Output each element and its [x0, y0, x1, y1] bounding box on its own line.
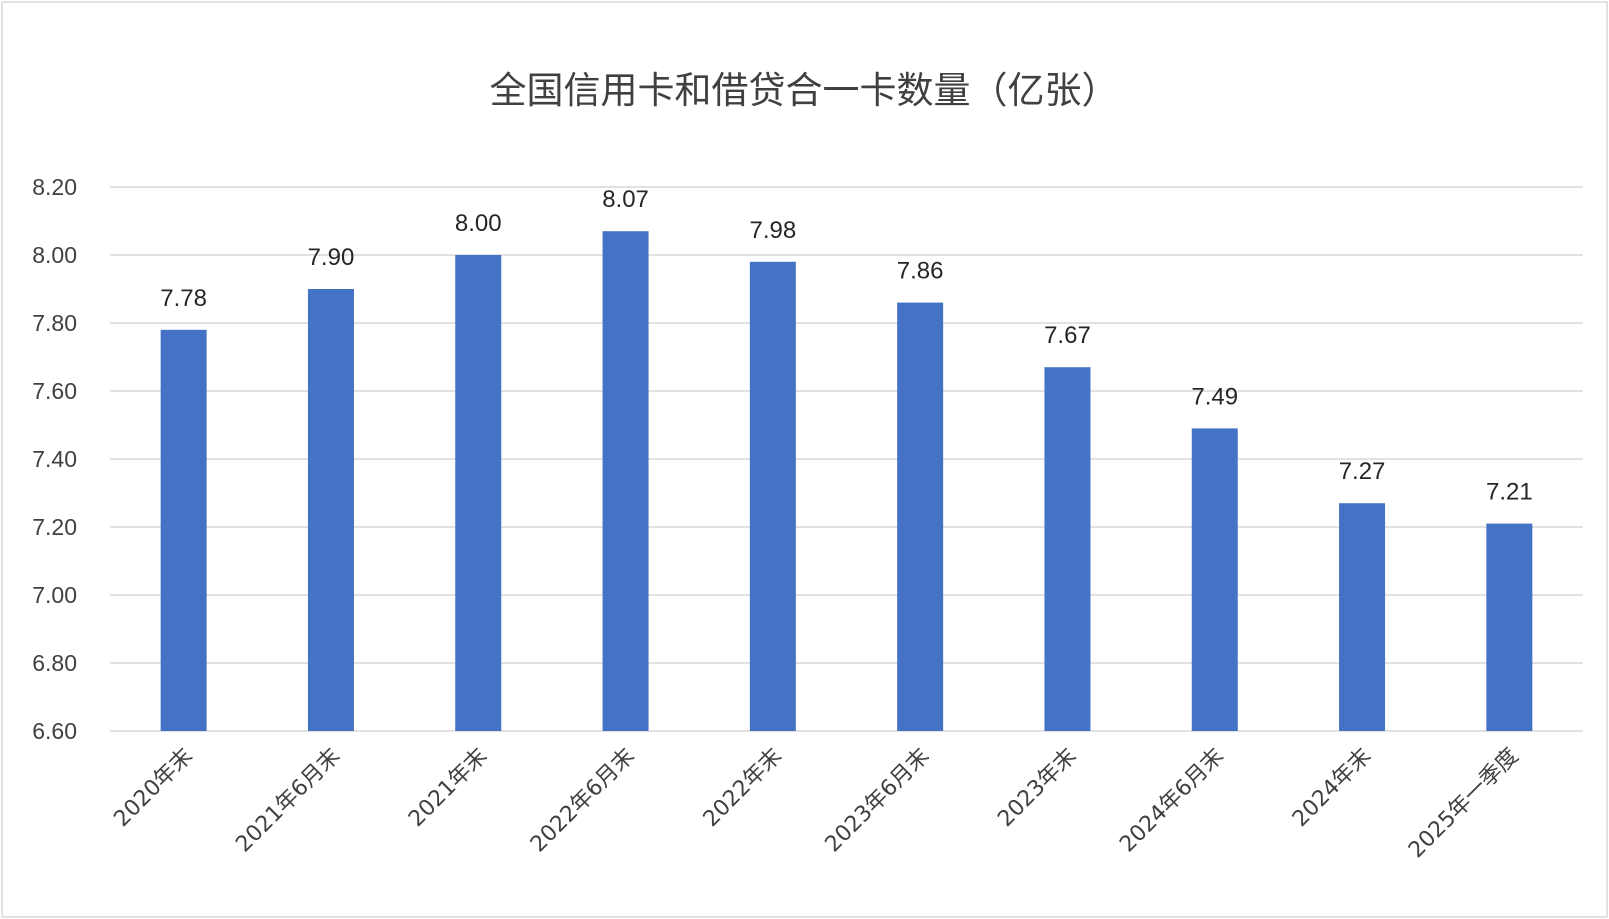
y-axis: 6.60 6.80 7.00 7.20 7.40 7.60 7.80 8.00 8.20: [32, 174, 77, 744]
x-tick-label: 2024年6月末: [1115, 744, 1229, 858]
gridlines: [110, 186, 1583, 732]
x-tick-label: 2023年末: [993, 744, 1081, 832]
bar: [160, 329, 207, 731]
y-tick-label: 7.60: [32, 378, 77, 404]
x-axis: 2020年末 2021年6月末 2021年末 2022年6月末 2022年末 2023年6…: [110, 744, 1524, 864]
bar: [455, 255, 502, 731]
y-tick-label: 6.80: [32, 650, 77, 676]
x-tick-label: 2022年6月末: [526, 744, 640, 858]
data-label: 7.86: [897, 258, 944, 285]
bar: [749, 261, 796, 731]
data-label: 7.90: [308, 244, 355, 271]
data-label: 8.07: [602, 186, 649, 213]
data-label: 8.00: [455, 210, 502, 237]
bar: [1339, 503, 1386, 731]
y-tick-label: 7.80: [32, 310, 77, 336]
data-labels: 7.78 7.90 8.00 8.07 7.98 7.86 7.67 7.49 7.27 7.21: [160, 186, 1532, 505]
x-tick-label: 2024年末: [1288, 744, 1376, 832]
x-tick-label: 2020年末: [110, 744, 198, 832]
x-tick-label: 2022年末: [699, 744, 787, 832]
data-label: 7.21: [1486, 479, 1533, 506]
y-tick-label: 7.20: [32, 514, 77, 540]
x-tick-label: 2021年6月末: [231, 744, 345, 858]
bar: [307, 289, 354, 731]
bar: [1044, 367, 1091, 731]
bar: [1486, 523, 1533, 731]
y-tick-label: 7.00: [32, 582, 77, 608]
x-tick-label: 2021年末: [404, 744, 492, 832]
data-label: 7.78: [160, 285, 207, 312]
y-tick-label: 6.60: [32, 718, 77, 744]
x-tick-label: 2025年一季度: [1404, 744, 1524, 864]
bars: [160, 231, 1533, 731]
data-label: 7.98: [749, 217, 796, 244]
bar: [1191, 428, 1238, 731]
bar: [897, 302, 944, 731]
bar: [602, 231, 649, 731]
data-label: 7.67: [1044, 322, 1091, 349]
data-label: 7.27: [1339, 458, 1386, 485]
y-tick-label: 8.00: [32, 242, 77, 268]
y-tick-label: 8.20: [32, 174, 77, 200]
y-tick-label: 7.40: [32, 446, 77, 472]
data-label: 7.49: [1191, 383, 1238, 410]
chart-title: 全国信用卡和借贷合一卡数量（亿张）: [490, 69, 1119, 112]
x-tick-label: 2023年6月末: [821, 744, 935, 858]
